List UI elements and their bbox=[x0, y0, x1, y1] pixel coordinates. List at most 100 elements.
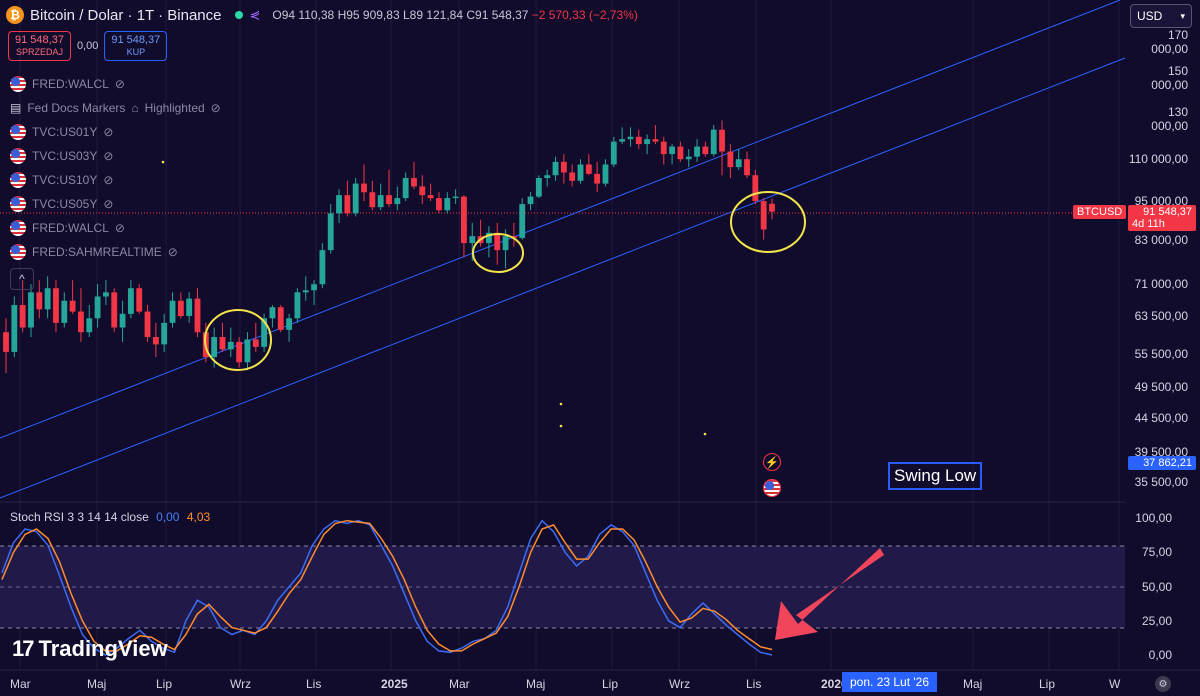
indicator-item[interactable]: ▤ Fed Docs Markers ⌂ Highlighted ⊘ bbox=[10, 101, 221, 115]
indicator-list: FRED:WALCL ⊘ ▤ Fed Docs Markers ⌂ Highlighte… bbox=[10, 72, 221, 290]
eye-off-icon[interactable]: ⊘ bbox=[167, 245, 178, 259]
time-axis-label: Lip bbox=[602, 677, 619, 691]
arrow-annotation[interactable] bbox=[775, 548, 884, 640]
open-value: O94 110,38 bbox=[272, 8, 335, 22]
candles-group bbox=[3, 120, 775, 374]
bitcoin-icon: ₿ bbox=[6, 6, 24, 24]
candle-body bbox=[694, 146, 700, 157]
time-axis-label: Maj bbox=[963, 677, 983, 691]
indicator-item[interactable]: FRED:SAHMREALTIME ⊘ bbox=[10, 240, 221, 264]
candle-body bbox=[161, 322, 168, 345]
close-value: C91 548,37 bbox=[466, 8, 529, 22]
candle-body bbox=[635, 136, 642, 145]
rsi-legend[interactable]: Stoch RSI 3 3 14 14 close 0,00 4,03 bbox=[10, 510, 210, 524]
share-icon[interactable]: ⋞ bbox=[249, 7, 261, 22]
candle-body bbox=[136, 288, 143, 312]
buy-label: KUP bbox=[126, 47, 146, 57]
candle-body bbox=[769, 203, 775, 212]
market-status-icon[interactable] bbox=[235, 11, 244, 19]
event-marker-icon[interactable]: ⚡ bbox=[763, 453, 781, 471]
candle-body bbox=[244, 339, 251, 363]
candle-body bbox=[28, 292, 34, 328]
eye-off-icon[interactable]: ⊘ bbox=[103, 125, 114, 139]
highlight-ellipse-3[interactable] bbox=[730, 191, 806, 253]
time-axis-label: Lis bbox=[306, 677, 322, 691]
candle-body bbox=[119, 313, 126, 328]
candle-body bbox=[669, 146, 676, 155]
candle-body bbox=[152, 337, 159, 345]
currency-select[interactable]: USD ▾ bbox=[1130, 4, 1192, 28]
indicator-item[interactable]: FRED:WALCL ⊘ bbox=[10, 216, 221, 240]
currency-label: USD bbox=[1137, 9, 1163, 23]
rsi-name: Stoch RSI bbox=[10, 510, 65, 524]
candle-body bbox=[61, 300, 68, 323]
price-axis-label: 55 500,00 bbox=[1134, 347, 1188, 362]
candle-body bbox=[610, 141, 617, 165]
indicator-item[interactable]: TVC:US05Y ⊘ bbox=[10, 192, 221, 216]
candle-body bbox=[677, 146, 684, 160]
sell-button[interactable]: 91 548,37 SPRZEDAJ bbox=[8, 31, 71, 61]
symbol-title[interactable]: Bitcoin / Dolar · 1T · Binance bbox=[30, 6, 222, 24]
indicator-item[interactable]: TVC:US03Y ⊘ bbox=[10, 144, 221, 168]
price-axis-label: 130 000,00 bbox=[1151, 104, 1188, 133]
collapse-legend-button[interactable]: ^ bbox=[10, 268, 34, 290]
candle-body bbox=[102, 292, 109, 297]
price-axis-label: 63 500,00 bbox=[1134, 309, 1188, 324]
eye-off-icon[interactable]: ⊘ bbox=[114, 77, 125, 91]
rsi-k-value: 0,00 bbox=[156, 510, 180, 524]
tradingview-logo[interactable]: 17 TradingView bbox=[12, 636, 168, 662]
low-value: L89 121,84 bbox=[402, 8, 464, 22]
rsi-axis-label: 75,00 bbox=[1141, 545, 1172, 560]
candle-body bbox=[411, 178, 417, 187]
symbol-header[interactable]: ₿ Bitcoin / Dolar · 1T · Binance ⋞ O94 1… bbox=[6, 6, 638, 24]
spread-value: 0,00 bbox=[76, 40, 99, 52]
time-axis-label: Mar bbox=[449, 677, 470, 691]
candle-body bbox=[436, 198, 442, 211]
us-flag-icon[interactable] bbox=[763, 479, 781, 497]
indicator-item[interactable]: TVC:US10Y ⊘ bbox=[10, 168, 221, 192]
trendline-lower[interactable] bbox=[0, 57, 1126, 499]
candle-body bbox=[594, 173, 601, 184]
us-flag-icon bbox=[10, 148, 26, 164]
rsi-axis-label: 0,00 bbox=[1148, 648, 1172, 662]
candle-body bbox=[44, 288, 51, 310]
time-axis-label: 2025 bbox=[381, 677, 408, 691]
candle-body bbox=[627, 136, 634, 140]
candle-body bbox=[710, 129, 717, 155]
candle-body bbox=[294, 292, 301, 319]
buy-button[interactable]: 91 548,37 KUP bbox=[104, 31, 168, 61]
eye-off-icon[interactable]: ⊘ bbox=[114, 221, 125, 235]
time-axis-label: Wrz bbox=[669, 677, 691, 691]
candle-body bbox=[286, 318, 293, 330]
last-price: 91 548,37 bbox=[1143, 206, 1192, 218]
highlight-ellipse-2[interactable] bbox=[472, 233, 524, 273]
brand-name: TradingView bbox=[38, 636, 168, 661]
eye-off-icon[interactable]: ⊘ bbox=[210, 101, 221, 115]
eye-off-icon[interactable]: ⊘ bbox=[103, 173, 114, 187]
candle-body bbox=[361, 183, 367, 193]
candle-body bbox=[660, 141, 667, 155]
highlight-ellipse-1[interactable] bbox=[204, 309, 272, 371]
candle-body bbox=[211, 337, 218, 358]
candle-body bbox=[394, 198, 401, 205]
crosshair-date: pon. 23 Lut '26 bbox=[842, 672, 938, 692]
swing-low-label[interactable]: Swing Low bbox=[888, 462, 983, 490]
trendline-upper[interactable] bbox=[0, 0, 1121, 439]
settings-icon[interactable]: ⚙ bbox=[1155, 676, 1171, 692]
sell-label: SPRZEDAJ bbox=[15, 47, 63, 57]
time-axis-label: Maj bbox=[87, 677, 107, 691]
indicator-item[interactable]: TVC:US01Y ⊘ bbox=[10, 120, 221, 144]
candle-body bbox=[236, 341, 243, 363]
candle-body bbox=[336, 195, 342, 214]
eye-off-icon[interactable]: ⊘ bbox=[103, 197, 114, 211]
price-axis-label: 39 500,00 bbox=[1134, 444, 1188, 459]
indicator-item[interactable]: FRED:WALCL ⊘ bbox=[10, 72, 221, 96]
candle-body bbox=[219, 337, 226, 350]
eye-off-icon[interactable]: ⊘ bbox=[103, 149, 114, 163]
rsi-params: 3 3 14 14 close bbox=[67, 510, 149, 524]
stoch-d-line bbox=[1, 519, 773, 652]
candle-body bbox=[186, 298, 193, 317]
ohlc-values: O94 110,38 H95 909,83 L89 121,84 C91 548… bbox=[272, 8, 637, 22]
us-flag-icon bbox=[10, 124, 26, 140]
